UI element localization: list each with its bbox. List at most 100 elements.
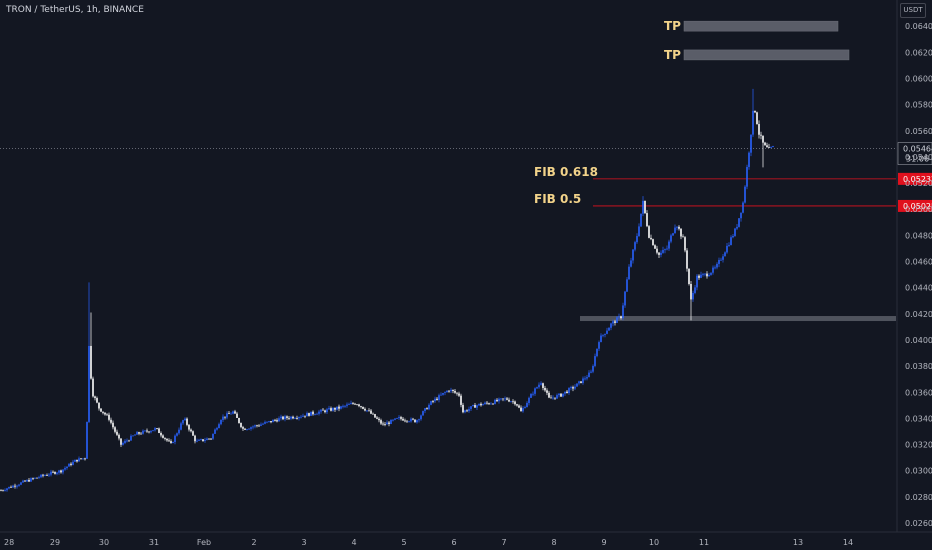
candle-body (438, 395, 440, 400)
candle-body (566, 391, 568, 393)
candle-body (590, 371, 592, 373)
candle-body (412, 418, 414, 420)
candle-body (528, 397, 530, 403)
candle-body (716, 263, 718, 268)
candle-body (502, 398, 504, 400)
support-zone[interactable] (580, 316, 896, 322)
candle-body (358, 404, 360, 407)
candle-body (604, 333, 606, 335)
candle-body (228, 413, 230, 415)
candle-body (220, 419, 222, 425)
candle-body (224, 416, 226, 418)
candle-body (124, 440, 126, 443)
candle-body (52, 471, 54, 473)
candle-body (660, 252, 662, 255)
candle-body (710, 272, 712, 275)
candle-body (656, 248, 658, 253)
candle-body (260, 424, 262, 426)
candle-body (66, 466, 68, 469)
candle-body (230, 413, 232, 415)
candle-body (612, 321, 614, 324)
candle-body (276, 420, 278, 422)
countdown-label: 31:06 (906, 155, 929, 164)
candle-body (586, 377, 588, 379)
candle-body (370, 410, 372, 414)
candle-body (156, 428, 158, 430)
candle-body (308, 413, 310, 416)
candle-body (560, 393, 562, 397)
candle-body (556, 395, 558, 399)
candle-body (214, 429, 216, 434)
candle-body (614, 321, 616, 323)
candle-body (374, 414, 376, 418)
candle-body (146, 430, 148, 432)
candle-body (238, 417, 240, 424)
candle-body (80, 458, 82, 460)
candle-body (674, 227, 676, 234)
fib-price-badge-label: 0.05232 (903, 175, 932, 184)
candle-body (736, 226, 738, 229)
candle-body (92, 378, 94, 397)
candle-body (670, 235, 672, 242)
candle-body (446, 390, 448, 393)
candle-body (320, 409, 322, 412)
candle-body (240, 423, 242, 428)
candle-body (740, 212, 742, 219)
candle-body (484, 402, 486, 405)
candle-body (8, 486, 10, 489)
candle-body (364, 408, 366, 411)
candle-body (254, 425, 256, 427)
candle-body (570, 387, 572, 389)
candle-body (198, 439, 200, 441)
candle-body (434, 398, 436, 402)
candle-body (136, 432, 138, 435)
candle-body (24, 480, 26, 482)
candle-body (346, 404, 348, 406)
candle-body (562, 393, 564, 397)
current-price-badge (897, 142, 932, 165)
candle-body (634, 242, 636, 250)
candle-body (196, 440, 198, 442)
candle-body (404, 420, 406, 422)
candle-body (508, 399, 510, 402)
candle-body (578, 381, 580, 384)
candle-body (534, 388, 536, 394)
candle-body (460, 395, 462, 405)
take-profit-zone[interactable] (683, 20, 839, 32)
candle-body (274, 419, 276, 421)
candle-body (428, 404, 430, 410)
candle-body (456, 392, 458, 394)
candle-body (34, 477, 36, 479)
candle-body (262, 423, 264, 425)
candle-body (192, 431, 194, 436)
candle-body (596, 348, 598, 357)
candle-body (44, 475, 46, 476)
candle-body (18, 484, 20, 486)
currency-unit-badge[interactable]: USDT (900, 3, 926, 18)
candle-body (328, 408, 330, 410)
candle-body (688, 268, 690, 284)
take-profit-zone[interactable] (683, 49, 850, 61)
x-tick-label: 3 (301, 538, 306, 547)
candle-body (236, 413, 238, 418)
candle-body (470, 406, 472, 409)
candle-body (148, 431, 150, 433)
x-tick-label: 30 (99, 538, 109, 547)
candle-body (202, 439, 204, 442)
x-tick-label: 10 (649, 538, 659, 547)
candle-body (158, 428, 160, 433)
candle-body (552, 397, 554, 399)
candle-body (610, 323, 612, 328)
candle-body (38, 477, 40, 478)
candle-body (408, 421, 410, 423)
candle-body (418, 419, 420, 421)
candle-body (504, 398, 506, 400)
